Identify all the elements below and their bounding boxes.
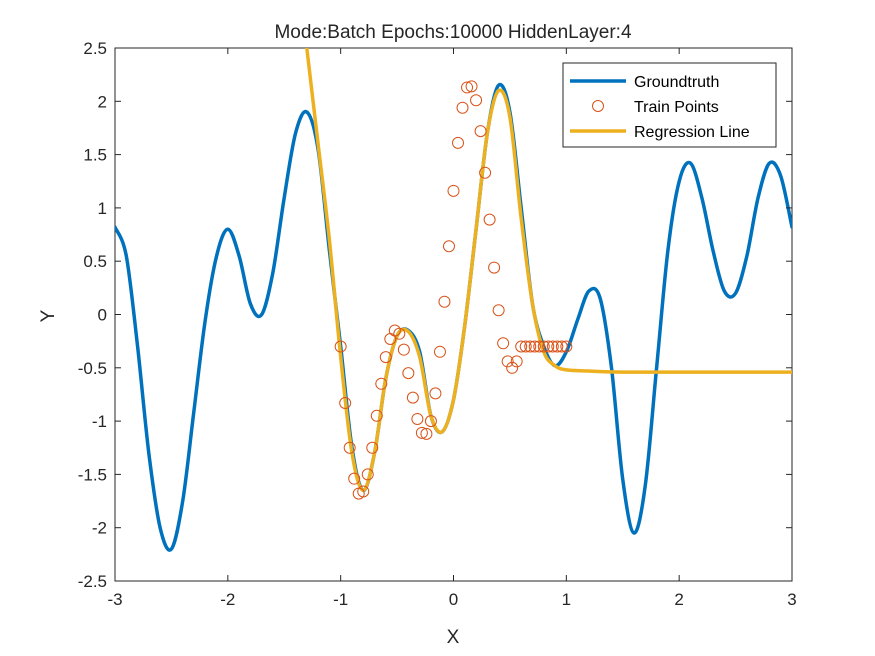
train-point bbox=[429, 387, 442, 400]
train-point bbox=[393, 327, 406, 340]
train-point bbox=[456, 101, 469, 114]
chart-title: Mode:Batch Epochs:10000 HiddenLayer:4 bbox=[274, 22, 631, 43]
y-tick-label: -2.5 bbox=[78, 572, 107, 591]
train-point bbox=[528, 340, 541, 353]
train-point bbox=[379, 351, 392, 364]
x-axis-label: X bbox=[447, 627, 460, 648]
train-point bbox=[424, 415, 437, 428]
y-tick-label: 2.5 bbox=[83, 39, 107, 58]
x-tick-label: -1 bbox=[333, 590, 348, 609]
train-point bbox=[339, 396, 352, 409]
train-point bbox=[370, 409, 383, 422]
train-point bbox=[560, 340, 573, 353]
train-point bbox=[348, 472, 361, 485]
legend-swatch-marker bbox=[592, 100, 604, 112]
train-point bbox=[488, 261, 501, 274]
train-point bbox=[519, 340, 532, 353]
train-point bbox=[483, 213, 496, 226]
y-tick-label: -1 bbox=[92, 412, 107, 431]
train-point bbox=[461, 81, 474, 94]
train-point bbox=[343, 441, 356, 454]
x-tick-label: -3 bbox=[107, 590, 122, 609]
train-point bbox=[465, 80, 478, 93]
legend-entry-label: Train Points bbox=[634, 99, 719, 116]
train-point bbox=[452, 136, 465, 149]
x-tick-label: 1 bbox=[562, 590, 571, 609]
train-point bbox=[447, 184, 460, 197]
train-point bbox=[551, 340, 564, 353]
train-point bbox=[366, 441, 379, 454]
train-point bbox=[375, 377, 388, 390]
train-point bbox=[470, 94, 483, 107]
train-point bbox=[334, 340, 347, 353]
y-axis-label: Y bbox=[38, 309, 59, 322]
train-point bbox=[515, 340, 528, 353]
train-point bbox=[546, 340, 559, 353]
train-point bbox=[402, 367, 415, 380]
train-point bbox=[501, 355, 514, 368]
train-point bbox=[492, 304, 505, 317]
y-tick-label: -1.5 bbox=[78, 465, 107, 484]
train-point bbox=[438, 295, 451, 308]
train-point bbox=[497, 337, 510, 350]
train-point bbox=[397, 343, 410, 356]
train-point bbox=[357, 485, 370, 498]
train-point bbox=[406, 391, 419, 404]
y-tick-label: 0 bbox=[98, 306, 107, 325]
series-line-groundtruth bbox=[115, 82, 792, 552]
plot-layer: -3 -2 -1 0 1 2 3 2.5 2 1.5 1 0.5 0 -0.5 -1 -1.5 -2 -2.5 Gr… bbox=[78, 39, 797, 609]
y-tick-label: -2 bbox=[92, 519, 107, 538]
legend-entry-label: Groundtruth bbox=[634, 74, 719, 91]
y-tick-label: 0.5 bbox=[83, 252, 107, 271]
train-point bbox=[474, 125, 487, 138]
x-tick-label: 3 bbox=[787, 590, 796, 609]
train-point bbox=[433, 345, 446, 358]
train-point bbox=[361, 468, 374, 481]
train-point bbox=[479, 166, 492, 179]
x-tick-label: -2 bbox=[220, 590, 235, 609]
x-tick-label: 0 bbox=[449, 590, 458, 609]
x-tick-label: 2 bbox=[674, 590, 683, 609]
train-point bbox=[510, 355, 523, 368]
y-tick-label: 2 bbox=[98, 92, 107, 111]
y-tick-label: -0.5 bbox=[78, 359, 107, 378]
legend: Groundtruth Train Points Regression Line bbox=[562, 62, 777, 148]
train-point bbox=[420, 427, 433, 440]
train-point bbox=[352, 487, 365, 500]
legend-box bbox=[562, 62, 777, 148]
legend-entry-label: Regression Line bbox=[634, 124, 750, 141]
y-tick-label: 1 bbox=[98, 199, 107, 218]
train-point bbox=[533, 340, 546, 353]
train-point bbox=[415, 426, 428, 439]
plot-area bbox=[115, 48, 792, 552]
train-point bbox=[506, 361, 519, 374]
train-point bbox=[555, 340, 568, 353]
train-point bbox=[442, 240, 455, 253]
train-point bbox=[537, 340, 550, 353]
y-tick-label: 1.5 bbox=[83, 146, 107, 165]
train-point bbox=[542, 340, 555, 353]
train-point bbox=[411, 412, 424, 425]
train-point bbox=[524, 340, 537, 353]
